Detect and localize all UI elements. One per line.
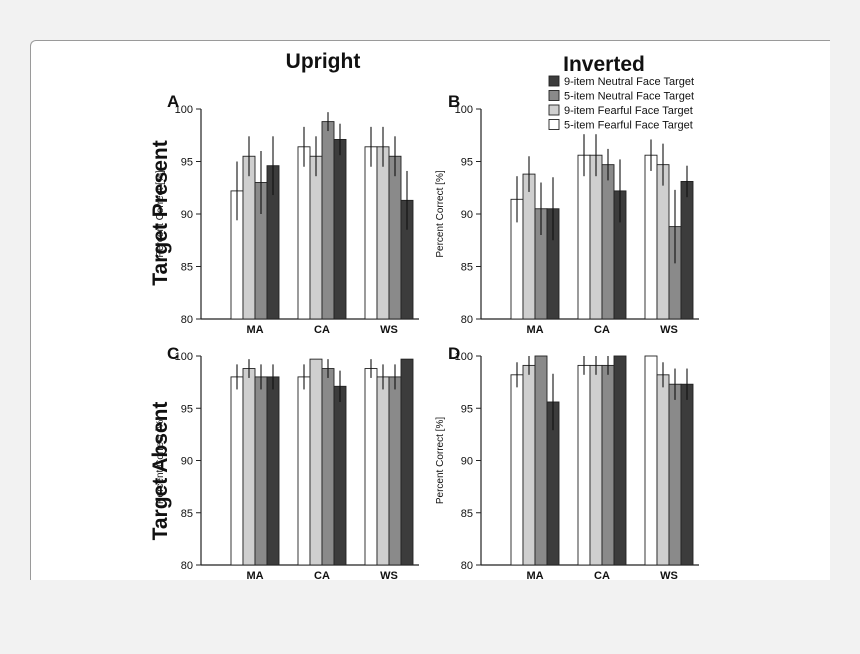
y-axis-label: Percent Correct [%]	[155, 417, 166, 504]
bar	[376, 376, 390, 566]
x-tick-label: MA	[246, 570, 263, 581]
bar	[589, 154, 603, 320]
bar	[376, 146, 390, 320]
bar	[364, 368, 378, 566]
bar	[333, 138, 347, 320]
bar	[400, 358, 414, 566]
legend-swatch	[548, 104, 560, 116]
y-tick-label: 80	[181, 560, 193, 572]
y-axis-label: Percent Correct [%]	[435, 170, 446, 257]
y-tick-label: 100	[175, 351, 193, 363]
figure-card: Upright Inverted Target Present Target A…	[30, 40, 830, 581]
y-tick-label: 95	[461, 157, 473, 169]
y-tick-label: 90	[461, 209, 473, 221]
bar	[656, 164, 670, 320]
y-tick-label: 85	[461, 262, 473, 274]
y-tick-label: 90	[181, 209, 193, 221]
bar	[613, 355, 627, 566]
x-tick-label: WS	[380, 570, 398, 581]
y-tick-label: 95	[461, 403, 473, 415]
bar	[388, 155, 402, 320]
panels: A Percent Correct [%] 80 85 90 95 100 MA CA WS B Pe…	[155, 75, 699, 581]
legend-label: 5-item Neutral Face Target	[564, 91, 694, 103]
chart-panel-c: C Percent Correct [%] 80 85 90 95 100 MA CA WS	[155, 344, 419, 581]
bar	[680, 180, 694, 320]
bar	[309, 155, 323, 320]
column-title-inverted: Inverted	[563, 53, 645, 76]
y-tick-label: 90	[181, 456, 193, 468]
panel-letter: C	[167, 344, 179, 363]
bar	[644, 154, 658, 320]
bar	[321, 368, 335, 566]
bar	[242, 368, 256, 566]
bar	[644, 355, 658, 566]
bar	[321, 121, 335, 320]
row-title-target-present: Target Present	[149, 140, 172, 286]
y-tick-label: 80	[181, 314, 193, 326]
row-title-target-absent: Target Absent	[149, 402, 172, 541]
bar	[333, 385, 347, 566]
x-tick-label: MA	[526, 570, 543, 581]
chart-panel-d: D Percent Correct [%] 80 85 90 95 100 MA CA WS	[435, 344, 699, 581]
y-axis-label: Percent Correct [%]	[155, 170, 166, 257]
y-tick-label: 100	[455, 104, 473, 116]
x-tick-label: CA	[314, 570, 330, 581]
bar	[364, 146, 378, 320]
bar	[230, 376, 244, 566]
bar	[522, 364, 536, 566]
bar	[388, 376, 402, 566]
bar	[266, 376, 280, 566]
bar	[534, 355, 548, 566]
x-tick-label: WS	[660, 324, 678, 336]
bar	[309, 358, 323, 566]
panel-letter: A	[167, 92, 179, 111]
legend-swatch	[548, 119, 560, 130]
bar	[656, 374, 670, 566]
bar	[577, 154, 591, 320]
x-tick-label: CA	[594, 324, 610, 336]
chart-panel-b: B Percent Correct [%] 80 85 90 95 100 MA CA WS 9-i…	[435, 75, 699, 336]
y-tick-label: 95	[181, 403, 193, 415]
x-tick-label: CA	[314, 324, 330, 336]
bar	[297, 376, 311, 566]
bar	[668, 383, 682, 566]
bar	[601, 364, 615, 566]
y-tick-label: 90	[461, 456, 473, 468]
legend-label: 5-item Fearful Face Target	[564, 120, 693, 132]
x-tick-label: MA	[526, 324, 543, 336]
bar	[577, 364, 591, 566]
column-title-upright: Upright	[286, 50, 361, 73]
y-tick-label: 80	[461, 314, 473, 326]
legend-swatch	[548, 90, 560, 101]
x-tick-label: WS	[660, 570, 678, 581]
bar	[680, 383, 694, 566]
panel-letter: B	[448, 92, 460, 111]
chart-panel-a: A Percent Correct [%] 80 85 90 95 100 MA CA WS	[155, 92, 419, 336]
x-tick-label: MA	[246, 324, 263, 336]
y-tick-label: 85	[181, 262, 193, 274]
panel-letter: D	[448, 344, 460, 363]
legend-label: 9-item Neutral Face Target	[564, 76, 694, 88]
x-tick-label: WS	[380, 324, 398, 336]
y-tick-label: 85	[181, 508, 193, 520]
y-tick-label: 100	[175, 104, 193, 116]
bar	[589, 364, 603, 566]
bar	[297, 146, 311, 320]
y-tick-label: 100	[455, 351, 473, 363]
bar	[601, 164, 615, 320]
y-tick-label: 85	[461, 508, 473, 520]
y-tick-label: 95	[181, 157, 193, 169]
bar	[522, 173, 536, 320]
figure-svg: Upright Inverted Target Present Target A…	[149, 50, 699, 581]
legend-label: 9-item Fearful Face Target	[564, 105, 693, 117]
x-tick-label: CA	[594, 570, 610, 581]
y-axis-label: Percent Correct [%]	[435, 417, 446, 504]
bar	[242, 155, 256, 320]
legend-swatch	[548, 75, 560, 87]
bar	[254, 376, 268, 566]
y-tick-label: 80	[461, 560, 473, 572]
bar	[510, 374, 524, 566]
